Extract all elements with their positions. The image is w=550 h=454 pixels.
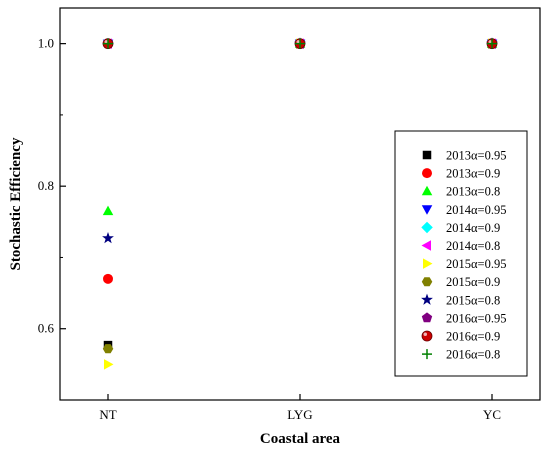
x-tick-label: YC — [483, 407, 501, 422]
x-tick-label: LYG — [287, 407, 312, 422]
legend: 2013α=0.95 2013α=0.9 2013α=0.8 2014α=0.95 20… — [394, 130, 528, 377]
legend-label-3: 2014α=0.95 — [446, 203, 506, 217]
legend-marker-4 — [421, 221, 433, 234]
legend-label-2: 2013α=0.8 — [446, 185, 500, 199]
point-8-0 — [102, 232, 114, 244]
legend-marker-6 — [423, 258, 433, 269]
point-6-0 — [104, 359, 114, 370]
legend-marker-10-highlight — [423, 332, 427, 336]
point-10-0-highlight — [104, 40, 108, 44]
data-points — [102, 37, 498, 370]
legend-label-11: 2016α=0.8 — [446, 348, 500, 362]
legend-marker-10-body — [421, 330, 433, 342]
legend-label-0: 2013α=0.95 — [446, 149, 506, 163]
legend-marker-3 — [421, 205, 433, 215]
legend-marker-0 — [422, 150, 432, 160]
legend-marker-8 — [421, 293, 433, 305]
tick-labels: 0.6 0.8 1.0 NT LYG YC — [38, 36, 501, 422]
legend-box — [394, 130, 528, 377]
legend-marker-9 — [421, 312, 433, 323]
legend-label-7: 2015α=0.9 — [446, 275, 500, 289]
point-11-1 — [295, 38, 305, 49]
legend-marker-7 — [421, 277, 433, 287]
point-10-2-highlight — [488, 40, 492, 44]
y-tick-label: 0.6 — [38, 321, 55, 336]
legend-label-8: 2015α=0.8 — [446, 293, 500, 307]
legend-marker-2 — [421, 185, 433, 196]
legend-label-1: 2013α=0.9 — [446, 167, 500, 181]
legend-label-5: 2014α=0.8 — [446, 239, 500, 253]
legend-marker-10 — [421, 330, 433, 342]
axes — [59, 7, 541, 401]
point-7-0 — [102, 344, 114, 354]
legend-label-6: 2015α=0.95 — [446, 257, 506, 271]
point-10-1-highlight — [296, 40, 300, 44]
legend-marker-5 — [421, 240, 431, 251]
point-11-0 — [103, 38, 113, 49]
x-axis-title: Coastal area — [260, 431, 341, 447]
legend-marker-1 — [422, 168, 432, 179]
point-11-2 — [487, 38, 497, 49]
y-axis-title: Stochastic Efficiency — [8, 137, 24, 270]
point-2-0 — [102, 205, 114, 216]
x-tick-label: NT — [99, 407, 116, 422]
y-tick-label: 1.0 — [38, 36, 54, 51]
legend-marker-11 — [422, 349, 432, 360]
y-tick-label: 0.8 — [38, 178, 54, 193]
legend-label-9: 2016α=0.95 — [446, 311, 506, 325]
point-1-0 — [103, 273, 113, 284]
legend-label-10: 2016α=0.9 — [446, 330, 500, 344]
legend-label-4: 2014α=0.9 — [446, 221, 500, 235]
